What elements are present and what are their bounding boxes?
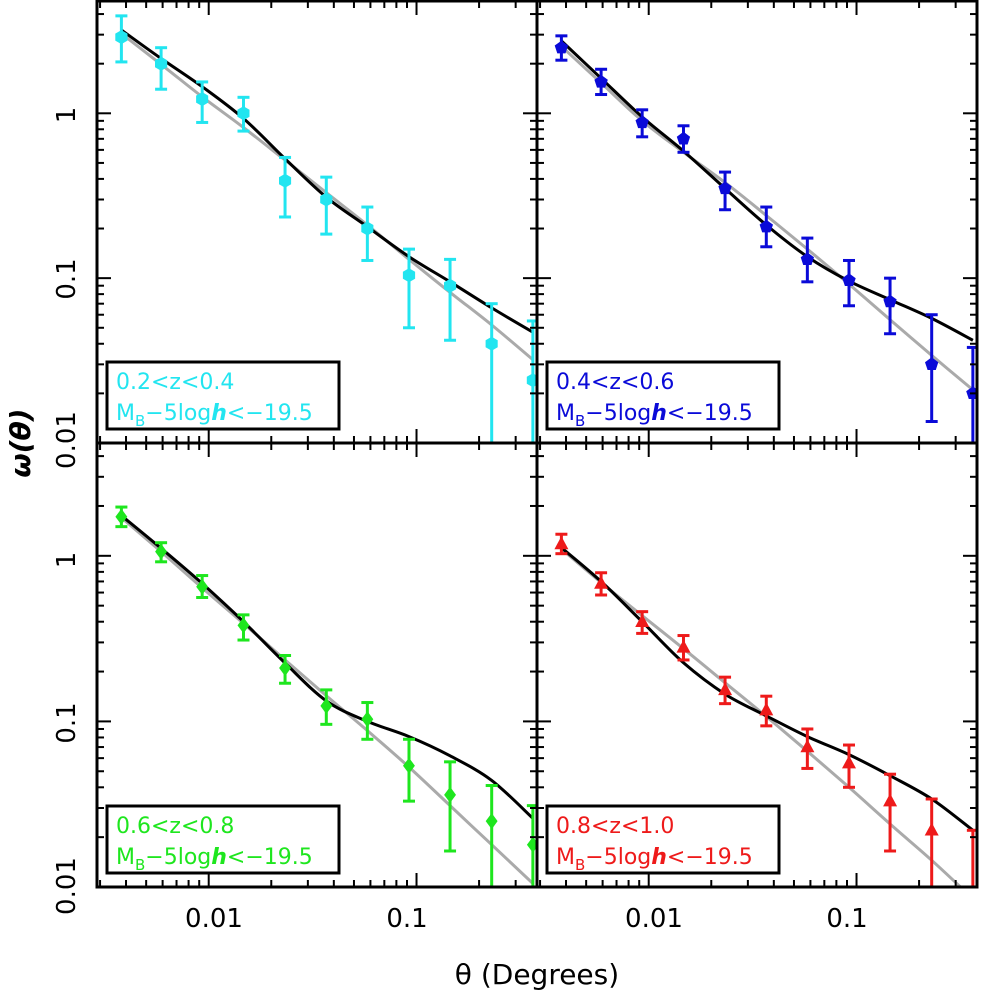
- data-point: [883, 793, 898, 807]
- y-tick-label-1-bottom: 1: [52, 552, 82, 569]
- legend-box: 0.2<z<0.4 MB−5logh<−19.5: [105, 360, 341, 431]
- legends: 0.2<z<0.4 MB−5logh<−19.5 0.4<z<0.6 MB−5logh…: [105, 360, 781, 875]
- data-point: [196, 92, 209, 107]
- model-curve-black: [120, 514, 534, 820]
- legend-magnitude-cut: MB−5logh<−19.5: [556, 845, 753, 874]
- data-point: [444, 278, 457, 293]
- x-tick-label-0.1-right: 0.1: [826, 904, 867, 934]
- y-tick-label-0.01-top: 0.01: [52, 411, 82, 469]
- data-point: [759, 219, 773, 233]
- data-point: [402, 268, 416, 283]
- legend-redshift-range: 0.2<z<0.4: [116, 370, 234, 395]
- data-point: [526, 836, 537, 853]
- data-point: [925, 357, 939, 370]
- legend-redshift-range: 0.6<z<0.8: [116, 814, 234, 839]
- data-point: [635, 614, 650, 627]
- data-point: [320, 697, 333, 714]
- y-tick-label-1-top: 1: [52, 107, 82, 124]
- panel-bottom-right: [554, 532, 977, 887]
- data-point: [444, 786, 456, 803]
- data-point: [635, 115, 649, 129]
- data-point: [718, 682, 733, 696]
- legend-magnitude-cut: MB−5logh<−19.5: [556, 401, 753, 430]
- legend-frame: [105, 804, 341, 875]
- data-point: [526, 373, 537, 388]
- data-point: [237, 617, 250, 634]
- data-point: [237, 106, 250, 121]
- data-point: [320, 192, 333, 207]
- data-point: [155, 56, 168, 71]
- y-tick-label-0.1-top: 0.1: [52, 258, 82, 299]
- data-point: [485, 813, 498, 830]
- data-point: [759, 702, 774, 716]
- legend-redshift-range: 0.8<z<1.0: [556, 814, 674, 839]
- panel-top-left: [115, 14, 537, 443]
- y-axis-title: ω(θ): [4, 408, 37, 477]
- data-point: [594, 575, 609, 589]
- data-point: [676, 639, 691, 653]
- x-tick-label-0.01-left: 0.01: [185, 904, 243, 934]
- legend-box: 0.8<z<1.0 MB−5logh<−19.5: [545, 804, 781, 875]
- x-axis-title: θ (Degrees): [455, 958, 619, 991]
- data-point: [842, 273, 856, 286]
- legend-frame: [545, 804, 781, 875]
- legend-box: 0.4<z<0.6 MB−5logh<−19.5: [545, 360, 781, 431]
- data-point: [361, 711, 374, 728]
- data-point: [115, 30, 128, 45]
- data-point: [676, 131, 691, 145]
- data-point: [800, 739, 815, 753]
- data-point: [594, 74, 608, 88]
- y-tick-label-0.01-bottom: 0.01: [52, 857, 82, 915]
- legend-frame: [545, 360, 781, 431]
- x-tick-label-0.1-left: 0.1: [386, 904, 427, 934]
- data-point: [361, 221, 374, 236]
- data-point: [403, 757, 415, 774]
- legend-magnitude-cut: MB−5logh<−19.5: [116, 845, 313, 874]
- data-point: [196, 578, 209, 595]
- model-curve-black: [560, 39, 974, 342]
- data-point: [554, 40, 569, 54]
- data-point: [279, 660, 291, 677]
- data-point: [883, 294, 897, 308]
- model-curve-black: [560, 546, 974, 832]
- x-tick-label-0.01-right: 0.01: [625, 904, 683, 934]
- data-point: [924, 822, 939, 836]
- legend-frame: [105, 360, 341, 431]
- legend-box: 0.6<z<0.8 MB−5logh<−19.5: [105, 804, 341, 875]
- data-point: [554, 536, 569, 550]
- data-point: [485, 336, 498, 351]
- data-point: [155, 543, 167, 560]
- legend-magnitude-cut: MB−5logh<−19.5: [116, 401, 313, 430]
- panel-top-right: [554, 34, 977, 443]
- data-point: [115, 508, 128, 525]
- data-point: [842, 755, 856, 769]
- panel-bottom-left: [115, 505, 537, 887]
- data-point: [718, 181, 732, 195]
- legend-redshift-range: 0.4<z<0.6: [556, 370, 674, 395]
- data-point: [279, 173, 292, 188]
- y-tick-label-0.1-bottom: 0.1: [52, 702, 82, 743]
- data-point: [800, 252, 814, 265]
